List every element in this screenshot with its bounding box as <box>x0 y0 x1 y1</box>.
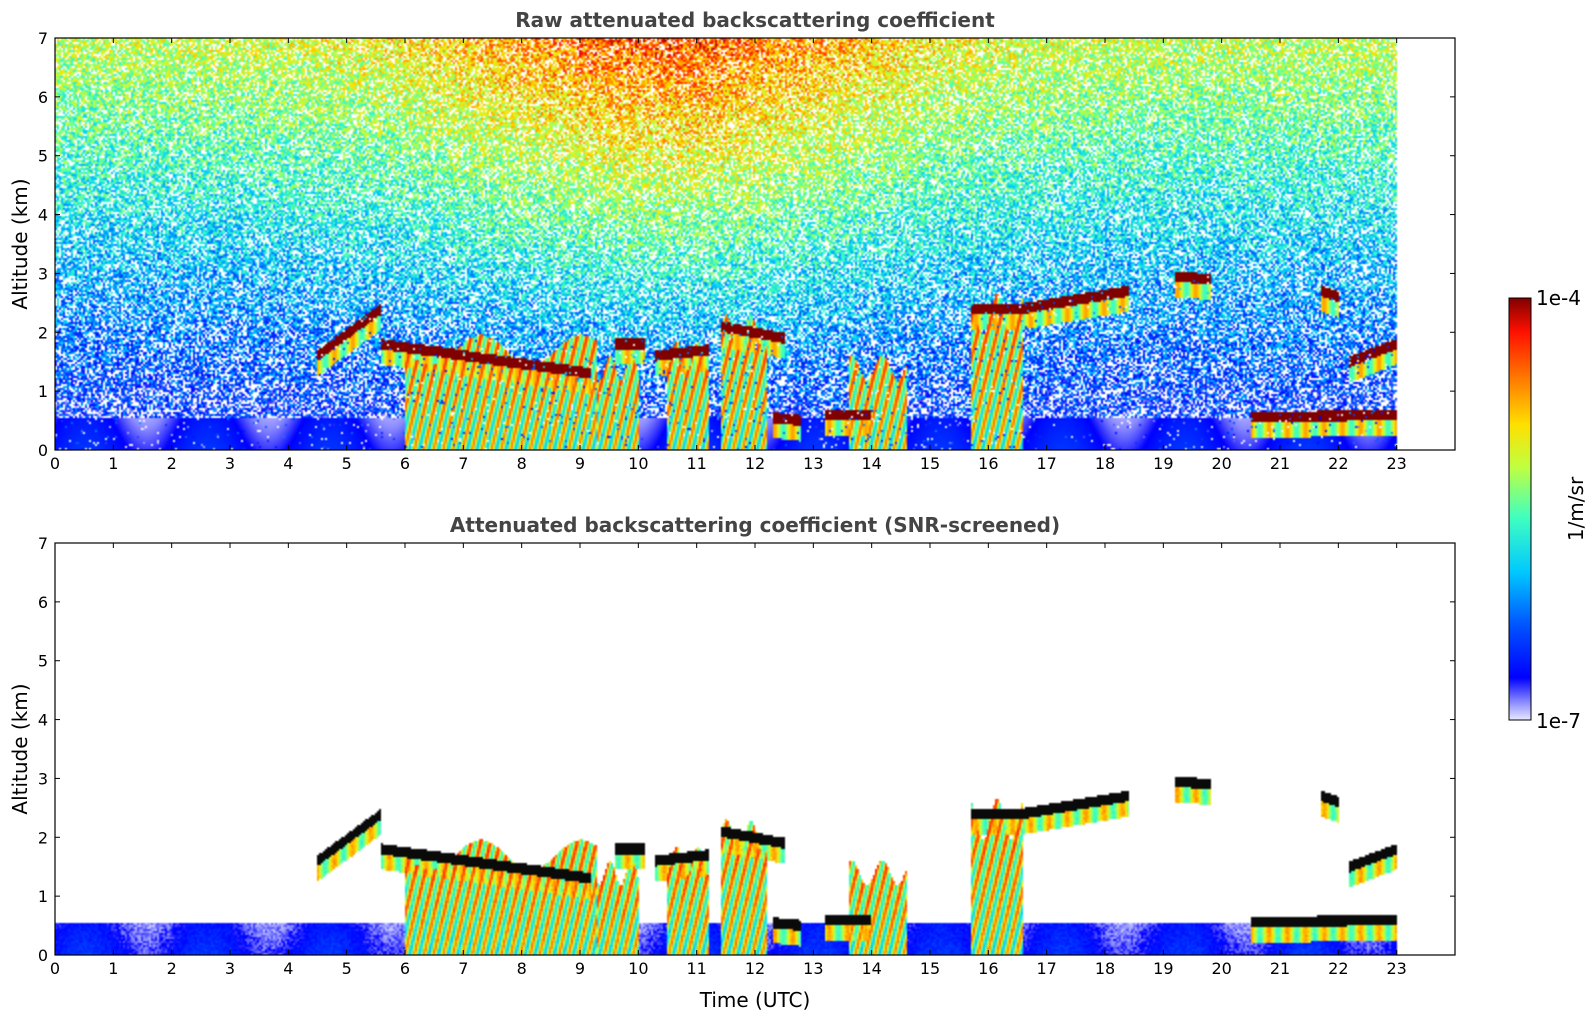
x-tick-label: 0 <box>50 959 60 978</box>
x-tick-label: 9 <box>575 959 585 978</box>
x-tick-label: 13 <box>803 959 823 978</box>
x-tick-label: 18 <box>1095 454 1115 473</box>
y-tick-label: 2 <box>38 323 48 342</box>
x-tick-label: 12 <box>745 959 765 978</box>
panel-raw-title: Raw attenuated backscattering coefficien… <box>515 8 995 32</box>
x-tick-label: 21 <box>1270 454 1290 473</box>
y-tick-label: 7 <box>38 29 48 48</box>
colorbar-max-label: 1e-4 <box>1536 286 1581 310</box>
x-tick-label: 14 <box>861 454 881 473</box>
x-tick-label: 15 <box>920 454 940 473</box>
x-tick-label: 5 <box>342 454 352 473</box>
x-tick-label: 3 <box>225 454 235 473</box>
y-tick-label: 5 <box>38 652 48 671</box>
x-tick-label: 10 <box>628 454 648 473</box>
x-axis-label: Time (UTC) <box>699 988 811 1012</box>
y-tick-label: 4 <box>38 206 48 225</box>
y-tick-label: 1 <box>38 887 48 906</box>
y-tick-label: 0 <box>38 441 48 460</box>
panel-raw-ylabel: Altitude (km) <box>8 178 32 309</box>
x-tick-label: 6 <box>400 454 410 473</box>
colorbar-scale <box>1508 297 1532 721</box>
panel-screened-title: Attenuated backscattering coefficient (S… <box>450 513 1060 537</box>
x-tick-label: 22 <box>1328 959 1348 978</box>
x-tick-label: 4 <box>283 454 293 473</box>
y-tick-label: 6 <box>38 593 48 612</box>
panel-screened-ticks: 0 1 2 3 4 5 6 7 8 9 10 11 12 13 14 15 16 17 18 19 20 21 22 2301… <box>38 534 1455 978</box>
y-tick-label: 3 <box>38 769 48 788</box>
x-tick-label: 6 <box>400 959 410 978</box>
panel-raw-ticks: 0 1 2 3 4 5 6 7 8 9 10 11 12 13 14 15 16 17 18 19 20 21 22 2301… <box>38 29 1455 473</box>
x-tick-label: 16 <box>978 959 998 978</box>
x-tick-label: 0 <box>50 454 60 473</box>
panel-screened-heatmap <box>55 543 1455 955</box>
panel-screened-ylabel: Altitude (km) <box>8 683 32 814</box>
x-tick-label: 7 <box>458 959 468 978</box>
x-tick-label: 23 <box>1386 454 1406 473</box>
x-tick-label: 2 <box>167 454 177 473</box>
x-tick-label: 10 <box>628 959 648 978</box>
y-tick-label: 7 <box>38 534 48 553</box>
x-tick-label: 23 <box>1386 959 1406 978</box>
x-tick-label: 2 <box>167 959 177 978</box>
x-tick-label: 1 <box>108 959 118 978</box>
x-tick-label: 3 <box>225 959 235 978</box>
x-tick-label: 16 <box>978 454 998 473</box>
y-tick-label: 6 <box>38 88 48 107</box>
x-tick-label: 19 <box>1153 959 1173 978</box>
x-tick-label: 11 <box>686 959 706 978</box>
x-tick-label: 5 <box>342 959 352 978</box>
y-tick-label: 3 <box>38 264 48 283</box>
x-tick-label: 8 <box>517 454 527 473</box>
colorbar-unit-label: 1/m/sr <box>1564 476 1588 541</box>
panel-raw: Raw attenuated backscattering coefficien… <box>8 8 1456 473</box>
colorbar: 1e-4 1e-7 1/m/sr <box>1508 286 1588 733</box>
panel-screened: Attenuated backscattering coefficient (S… <box>8 513 1456 1012</box>
x-tick-label: 18 <box>1095 959 1115 978</box>
x-tick-label: 7 <box>458 454 468 473</box>
x-tick-label: 14 <box>861 959 881 978</box>
x-tick-label: 1 <box>108 454 118 473</box>
x-tick-label: 4 <box>283 959 293 978</box>
y-tick-label: 1 <box>38 382 48 401</box>
x-tick-label: 20 <box>1211 454 1231 473</box>
x-tick-label: 17 <box>1036 454 1056 473</box>
x-tick-label: 17 <box>1036 959 1056 978</box>
x-tick-label: 21 <box>1270 959 1290 978</box>
x-tick-label: 15 <box>920 959 940 978</box>
colorbar-min-label: 1e-7 <box>1536 709 1581 733</box>
x-tick-label: 11 <box>686 454 706 473</box>
x-tick-label: 13 <box>803 454 823 473</box>
x-tick-label: 19 <box>1153 454 1173 473</box>
y-tick-label: 0 <box>38 946 48 965</box>
x-tick-label: 9 <box>575 454 585 473</box>
y-tick-label: 2 <box>38 828 48 847</box>
y-tick-label: 5 <box>38 147 48 166</box>
x-tick-label: 20 <box>1211 959 1231 978</box>
x-tick-label: 12 <box>745 454 765 473</box>
x-tick-label: 22 <box>1328 454 1348 473</box>
x-tick-label: 8 <box>517 959 527 978</box>
y-tick-label: 4 <box>38 711 48 730</box>
panel-raw-heatmap <box>55 38 1455 450</box>
